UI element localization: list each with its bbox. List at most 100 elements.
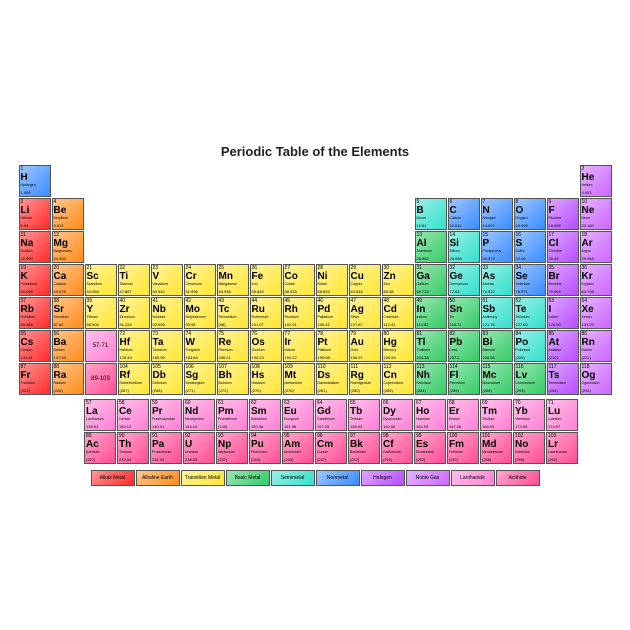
element-name: Rutherfordium [120,382,148,386]
element-cell-li: 3LiLithium6.94 [19,198,51,230]
element-cell-y: 39YYttrium88.906 [85,297,117,329]
element-cell-fr: 87FrFrancium(223) [19,363,51,395]
element-name: Osmium [252,349,280,353]
atomic-mass: 58.933 [285,290,313,294]
element-cell-db: 105DbDubnium(268) [151,363,183,395]
element-symbol: I [549,305,577,315]
element-cell-bi: 83BiBismuth208.98 [481,330,513,362]
atomic-mass: 168.93 [482,425,510,429]
element-cell-f: 9FFluorine18.998 [547,198,579,230]
element-name: Iridium [285,349,313,353]
element-symbol: Og [582,371,610,381]
element-name: Moscovium [483,382,511,386]
main-grid: 1HHydrogen1.0082HeHelium4.0033LiLithium6… [5,165,625,395]
element-name: Gallium [417,283,445,287]
element-name: Dubnium [153,382,181,386]
element-name: Rhenium [219,349,247,353]
element-name: Iron [252,283,280,287]
element-cell-cs: 55CsCesium132.91 [19,330,51,362]
element-name: Protactinium [152,451,180,455]
element-symbol: Nd [185,407,213,417]
element-symbol: Db [153,371,181,381]
atomic-mass: (280) [351,389,379,393]
element-symbol: O [516,206,544,216]
element-cell-ir: 77IrIridium192.22 [283,330,315,362]
element-name: Argon [582,250,610,254]
element-cell-cr: 24CrChromium51.996 [184,264,216,296]
element-symbol: Ga [417,272,445,282]
element-name: Erbium [449,418,477,422]
element-symbol: Np [218,440,246,450]
atomic-mass: 87.62 [54,323,82,327]
element-name: Flerovium [450,382,478,386]
element-name: Thallium [417,349,445,353]
atomic-mass: 6.94 [21,224,49,228]
element-symbol: Rf [120,371,148,381]
element-symbol: Eu [284,407,312,417]
atomic-mass: (247) [317,458,345,462]
element-cell-sr: 38SrStrontium87.62 [52,297,84,329]
element-symbol: Bk [350,440,378,450]
element-name: Lawrencium [548,451,576,455]
element-name: Technetium [219,316,247,320]
element-cell-rb: 37RbRubidium85.468 [19,297,51,329]
element-symbol: Hs [252,371,280,381]
element-symbol: Si [450,239,478,249]
atomic-mass: 127.60 [516,323,544,327]
element-cell-sc: 21ScScandium44.956 [85,264,117,296]
atomic-mass: (281) [318,389,346,393]
element-name: Boron [417,217,445,221]
element-cell-au: 79AuGold196.97 [349,330,381,362]
element-cell-o: 8OOxygen15.999 [514,198,546,230]
element-cell-sg: 106SgSeaborgium(271) [184,363,216,395]
element-name: Selenium [516,283,544,287]
element-cell-pa: 91PaProtactinium231.04 [150,432,182,464]
element-name: Gold [351,349,379,353]
element-name: Sodium [21,250,49,254]
element-name: Roentgenium [351,382,379,386]
element-symbol: U [185,440,213,450]
atomic-mass: 28.086 [450,257,478,261]
atomic-mass: 157.25 [317,425,345,429]
element-symbol: Pr [152,407,180,417]
atomic-mass: 173.05 [515,425,543,429]
atomic-number: 53 [549,299,577,304]
element-symbol: Gd [317,407,345,417]
element-symbol: Tl [417,338,445,348]
atomic-mass: 190.23 [252,356,280,360]
element-cell-md: 101MdMendelevium(258) [480,432,512,464]
legend-item-alkali: Alkali Metal [91,470,135,486]
element-cell-na: 11NaSodium22.990 [19,231,51,263]
element-name: Tin [450,316,478,320]
element-name: Gadolinium [317,418,345,422]
element-cell-no: 102NoNobelium(259) [513,432,545,464]
element-cell-ac: 89AcActinium(227) [84,432,116,464]
element-symbol: W [186,338,214,348]
element-symbol: F [549,206,577,216]
element-name: Lutetium [548,418,576,422]
atomic-mass: 1.008 [21,191,49,195]
atomic-mass: 47.867 [120,290,148,294]
element-name: Magnesium [54,250,82,254]
element-symbol: S [516,239,544,249]
element-cell-gd: 64GdGadolinium157.25 [315,399,347,431]
element-symbol: Md [482,440,510,450]
element-cell-la: 57LaLanthanum138.91 [84,399,116,431]
element-name: Palladium [318,316,346,320]
element-name: Krypton [582,283,610,287]
atomic-mass: (267) [120,389,148,393]
element-symbol: Pa [152,440,180,450]
atomic-mass: 65.38 [384,290,412,294]
element-cell-mo: 42MoMolybdenum95.95 [184,297,216,329]
element-name: Lithium [21,217,49,221]
element-symbol: Pm [218,407,246,417]
element-cell-eu: 63EuEuropium151.96 [282,399,314,431]
element-name: Sulfur [516,250,544,254]
atomic-mass: 12.011 [450,224,478,228]
legend-item-alkaline: Alkaline Earth [136,470,180,486]
legend-item-halogen: Halogen [361,470,405,486]
element-cell-rh: 45RhRhodium102.91 [283,297,315,329]
element-symbol: Pb [450,338,478,348]
atomic-mass: 24.305 [54,257,82,261]
element-name: Calcium [54,283,82,287]
